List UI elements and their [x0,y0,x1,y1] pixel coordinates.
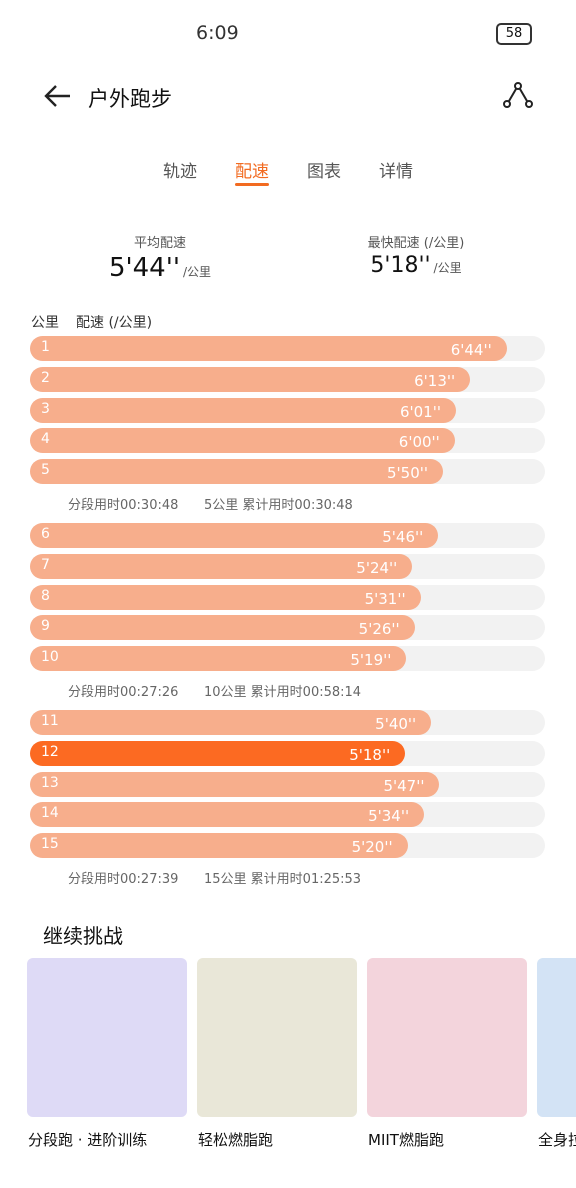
pace-label: 5'31'' [364,589,406,608]
pace-label: 5'26'' [358,620,400,639]
stat-unit: /公里 [433,261,462,275]
route-button[interactable] [502,82,534,110]
pace-bar [30,459,443,485]
pace-bar [30,740,406,766]
pace-bar [30,833,408,859]
card-label: 全身拉 [538,1131,576,1149]
stat-unit: /公里 [183,265,212,279]
card-label: MIIT燃脂跑 [368,1131,444,1149]
pace-label: 5'24'' [356,558,398,577]
challenge-card[interactable] [537,958,576,1117]
back-button[interactable] [42,82,72,110]
pace-bar [30,710,432,735]
stat-label: 最快配速 (/公里) [367,236,465,251]
pace-label: 5'50'' [386,464,428,483]
status-time: 6:09 [196,22,239,44]
pace-label: 5'34'' [368,807,410,826]
stat-value: 5'44'' [108,253,181,283]
km-label: 2 [41,369,50,386]
pace-bar [30,523,439,548]
total-time: 5公里 累计用时00:30:48 [204,498,353,513]
tab[interactable]: 图表 [307,162,341,182]
tab[interactable]: 配速 [235,162,269,182]
split-time: 分段用时00:27:39 [68,872,179,887]
card-label: 轻松燃脂跑 [198,1131,274,1149]
pace-label: 5'19'' [350,651,392,670]
km-label: 8 [41,587,50,604]
km-label: 1 [41,339,50,355]
pace-bar [30,336,507,361]
pace-label: 6'00'' [398,433,440,452]
km-label: 4 [41,431,50,448]
split-time: 分段用时00:30:48 [68,498,179,513]
pace-bar [30,428,455,454]
km-label: 3 [41,400,50,417]
split-time: 分段用时00:27:26 [68,685,179,700]
total-time: 15公里 累计用时01:25:53 [204,872,362,887]
tab-indicator [235,183,269,186]
km-label: 7 [41,556,50,573]
challenge-card[interactable] [27,958,187,1117]
pace-label: 5'20'' [351,838,393,857]
pace-bar [30,366,471,392]
column-header: 配速 (/公里) [76,315,153,331]
pace-bar [30,397,456,423]
pace-label: 5'18'' [349,745,391,764]
km-label: 11 [41,713,59,729]
pace-bar [30,802,425,828]
stat-value-wrap: 5'18''/公里 [316,253,516,278]
page-title: 户外跑步 [88,87,172,111]
stat-label: 平均配速 [133,236,186,251]
pace-bar [30,646,407,672]
km-label: 15 [41,836,59,853]
total-time: 10公里 累计用时00:58:14 [204,685,362,700]
battery: 58 [496,23,532,45]
pace-label: 6'44'' [450,341,492,359]
section-title: 继续挑战 [43,924,123,948]
pace-label: 6'13'' [414,371,456,390]
tab[interactable]: 详情 [379,162,413,182]
pace-bar [30,553,413,579]
km-label: 13 [41,774,59,791]
km-label: 5 [41,462,50,479]
km-label: 10 [41,649,59,666]
pace-label: 5'47'' [383,776,425,795]
challenge-card[interactable] [197,958,357,1117]
pace-bar [30,584,421,610]
km-label: 12 [41,743,59,760]
column-header: 公里 [31,315,59,331]
km-label: 14 [41,805,59,822]
card-label: 分段跑 · 进阶训练 [28,1131,148,1149]
pace-bar [30,771,440,797]
pace-label: 5'46'' [382,528,424,546]
challenge-card[interactable] [367,958,527,1117]
tab[interactable]: 轨迹 [163,162,197,182]
pace-bar [30,615,415,641]
km-label: 9 [41,618,50,635]
km-label: 6 [41,526,50,542]
stat-value-wrap: 5'44''/公里 [60,253,260,283]
pace-label: 6'01'' [399,402,441,421]
stat-value: 5'18'' [370,253,431,278]
pace-label: 5'40'' [375,715,417,733]
